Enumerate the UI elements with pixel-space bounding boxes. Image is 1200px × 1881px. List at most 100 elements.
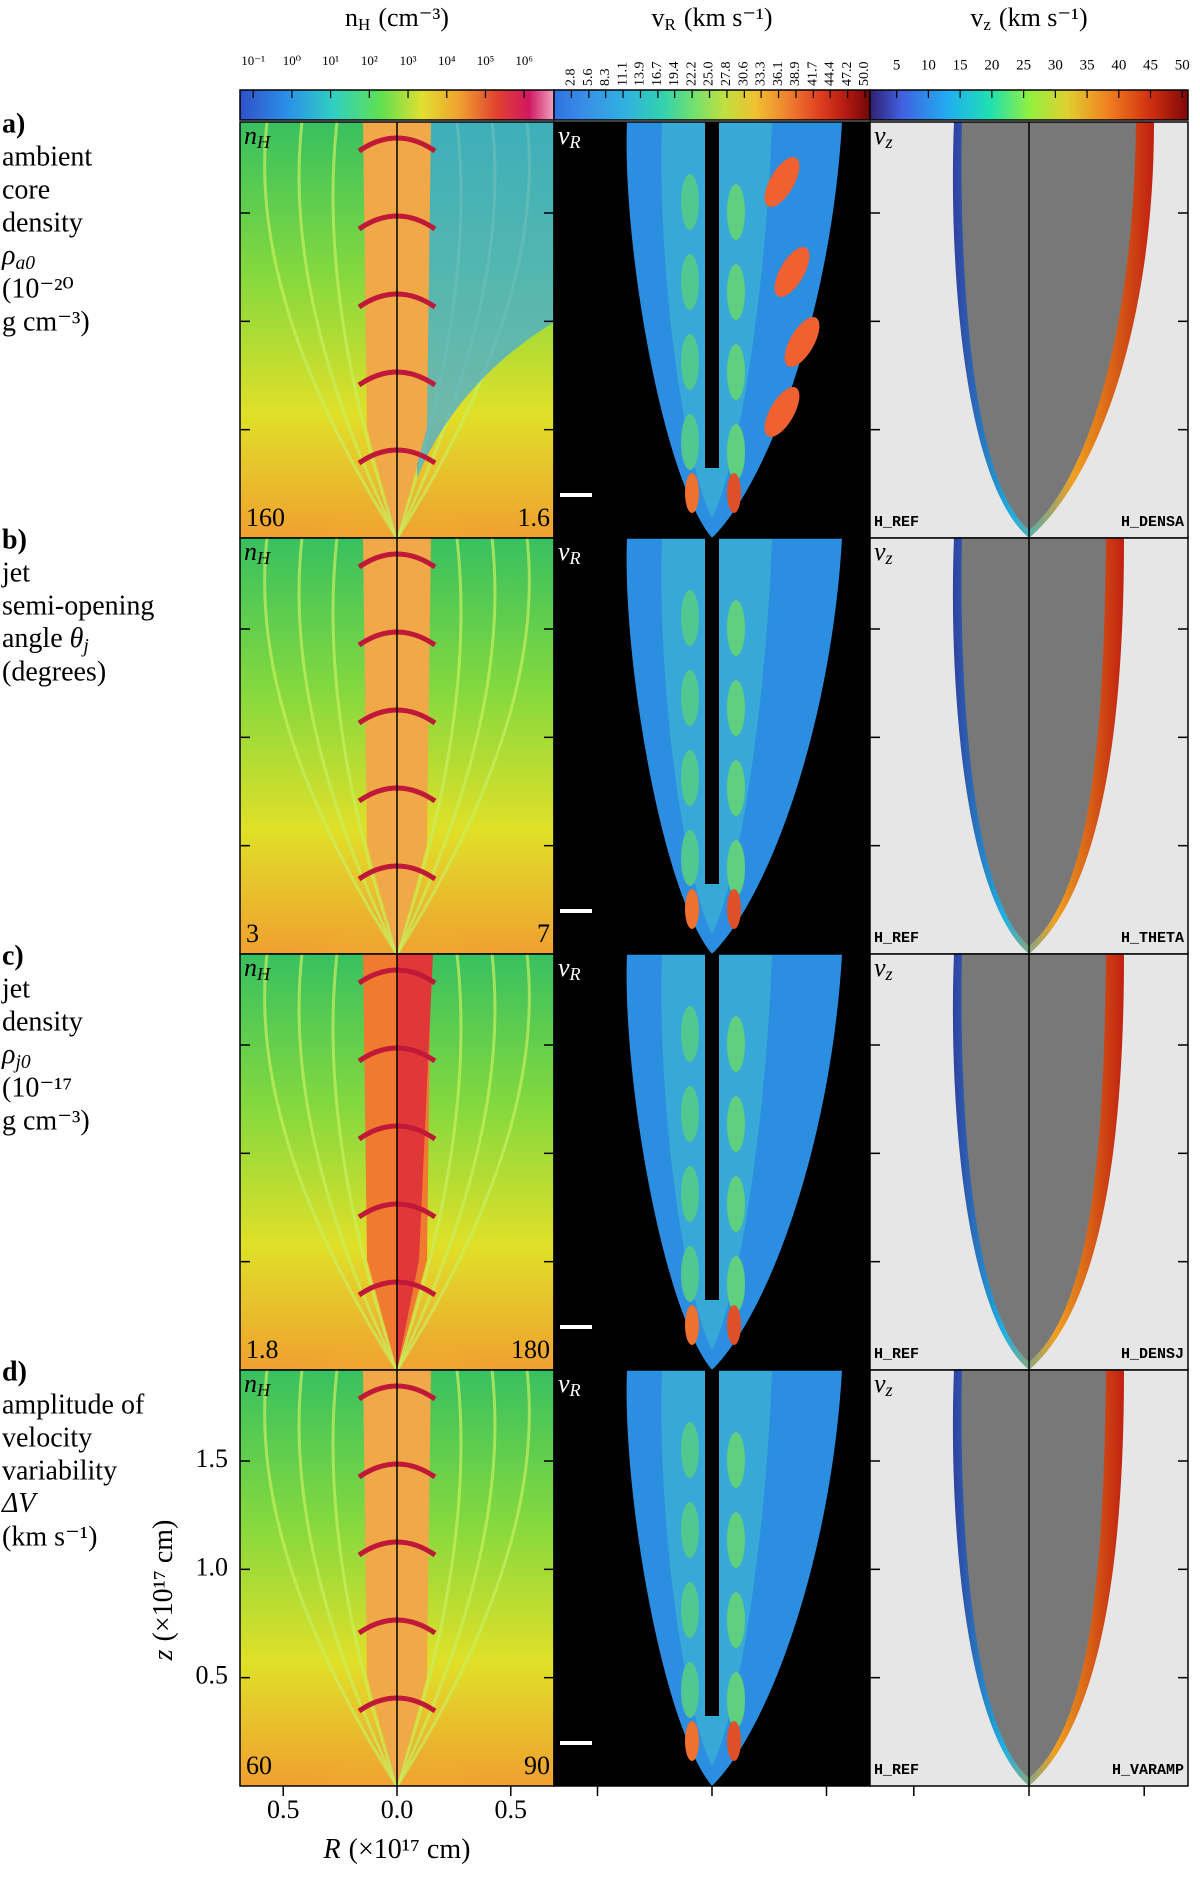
velocity-hot xyxy=(727,889,741,929)
panel xyxy=(870,1370,1188,1786)
velocity-hot xyxy=(685,473,699,513)
row-parameter-subscript: a0 xyxy=(15,253,35,274)
left-value: 3 xyxy=(246,919,259,948)
colorbar-unit: (km s⁻¹) xyxy=(684,3,773,32)
panel-label-symbol: v xyxy=(874,1369,886,1398)
panel-label-symbol: v xyxy=(874,537,886,566)
velocity-blob xyxy=(681,1246,699,1302)
velocity-blob xyxy=(681,1662,699,1718)
velocity-blob xyxy=(681,830,699,886)
velocity-blob xyxy=(727,1512,745,1568)
cocoon xyxy=(331,954,463,1370)
velocity-blob xyxy=(727,184,745,240)
colorbar-tick-label: 50 xyxy=(1175,57,1190,73)
panel-label: nH xyxy=(244,537,271,568)
left-model: H_REF xyxy=(874,930,919,947)
velocity-blob xyxy=(681,750,699,806)
panel-label-symbol: n xyxy=(244,537,257,566)
velocity-blob xyxy=(727,840,745,896)
row-parameter-symbol: θ xyxy=(70,623,84,654)
right-value: 90 xyxy=(524,1751,550,1780)
panel xyxy=(240,1370,554,1786)
row-description: amplitude of xyxy=(2,1389,145,1420)
velocity-blob xyxy=(681,254,699,310)
velocity-hot xyxy=(727,1721,741,1761)
colorbar-tick-label: 8.3 xyxy=(598,69,613,87)
panel-label-symbol: n xyxy=(244,953,257,982)
colorbar-tick-label: 5.6 xyxy=(581,69,596,87)
colorbar-tick-label: 10⁻¹ xyxy=(241,53,265,68)
row-unit: (degrees) xyxy=(2,656,106,687)
colorbar-tick-label: 11.1 xyxy=(615,62,630,86)
velocity-blob xyxy=(681,670,699,726)
velocity-blob xyxy=(727,1096,745,1152)
colorbar-subscript: H xyxy=(358,15,370,34)
colorbar-tick-label: 30.6 xyxy=(737,62,752,87)
cocoon xyxy=(263,538,531,954)
velocity-blob xyxy=(727,344,745,400)
velocity-blob xyxy=(681,1422,699,1478)
panel-label-subscript: R xyxy=(569,548,581,568)
colorbar-tick-label: 10⁰ xyxy=(283,53,301,68)
colorbar-tick-label: 41.7 xyxy=(806,62,821,87)
velocity-hot xyxy=(685,889,699,929)
scale-bar-label: 1000 au xyxy=(560,1720,616,1739)
velocity-blob xyxy=(727,680,745,736)
panel xyxy=(870,954,1188,1370)
ambient-blue xyxy=(417,122,554,478)
panel-label-subscript: z xyxy=(885,1380,893,1400)
right-value: 7 xyxy=(537,919,550,948)
colorbar xyxy=(553,89,871,121)
scale-bar-label: 1000 au xyxy=(560,1304,616,1323)
velocity-blob xyxy=(727,760,745,816)
row-description: jet xyxy=(1,557,30,588)
panel xyxy=(240,122,554,538)
panel-label-subscript: H xyxy=(256,132,271,152)
left-model: H_REF xyxy=(874,1346,919,1363)
row-unit: (km s⁻¹) xyxy=(2,1521,98,1552)
velocity-blob xyxy=(727,1176,745,1232)
colorbar-tick-label: 2.8 xyxy=(564,69,579,87)
z-axis-label: z (×10¹⁷ cm) xyxy=(148,1520,179,1662)
velocity-gap xyxy=(705,1370,719,1716)
panel xyxy=(240,538,554,954)
panel-label: vz xyxy=(874,1369,893,1400)
right-model: H_DENSA xyxy=(1121,514,1184,531)
panel xyxy=(240,954,554,1370)
velocity-hot xyxy=(764,387,800,437)
velocity-blob xyxy=(681,1086,699,1142)
colorbar-tick-label: 38.9 xyxy=(788,62,803,87)
panel-label-symbol: v xyxy=(874,953,886,982)
velocity-hot xyxy=(727,1305,741,1345)
scale-bar-label: 1000 au xyxy=(560,472,616,491)
velocity-blob xyxy=(727,600,745,656)
velocity-blob xyxy=(727,264,745,320)
row-parameter-subscript: j xyxy=(80,636,88,657)
colorbar-tick-label: 33.3 xyxy=(753,62,768,87)
panel xyxy=(554,1370,870,1786)
row-parameter: ρa0 xyxy=(1,240,35,273)
right-value: 180 xyxy=(511,1335,550,1364)
panel xyxy=(554,538,870,954)
left-model: H_REF xyxy=(874,514,919,531)
panel-label-subscript: H xyxy=(256,1380,271,1400)
colorbar-unit: (km s⁻¹) xyxy=(999,3,1088,32)
colorbar-tick-label: 35 xyxy=(1080,57,1095,73)
row-description: ambient xyxy=(2,141,92,172)
panel-label-symbol: n xyxy=(244,121,257,150)
vz-core xyxy=(961,954,1106,1362)
panel-label-subscript: R xyxy=(569,132,581,152)
left-value: 1.8 xyxy=(246,1335,279,1364)
colorbar-title: vR (km s⁻¹) xyxy=(651,3,772,34)
colorbar-title: nH (cm⁻³) xyxy=(345,3,449,34)
panel-label-symbol: v xyxy=(558,121,570,150)
r-tick-label: 0.5 xyxy=(495,1795,528,1824)
colorbar-tick-label: 10⁵ xyxy=(477,53,495,68)
row-unit: g cm⁻³) xyxy=(2,1105,90,1136)
cocoon xyxy=(263,1370,531,1786)
r-axis-label: R (×10¹⁷ cm) xyxy=(323,1834,471,1865)
vz-core xyxy=(961,122,1136,530)
r-axis-symbol: R xyxy=(323,1834,341,1865)
colorbar-tick-label: 25 xyxy=(1016,57,1031,73)
row-description: core xyxy=(2,174,50,205)
